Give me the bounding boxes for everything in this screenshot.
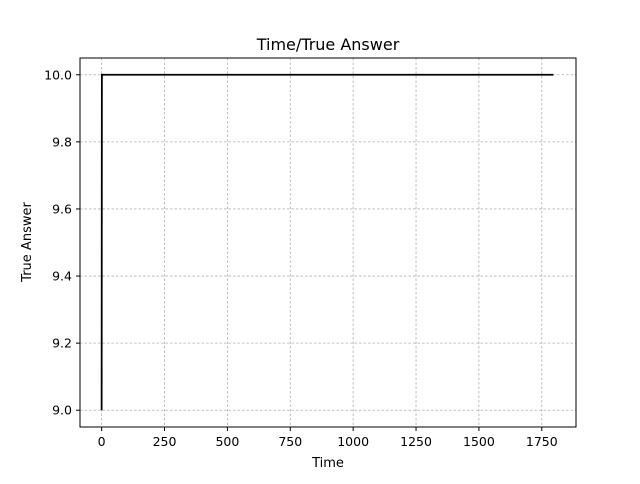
y-tick-label: 9.0: [52, 403, 72, 418]
y-tick-label: 9.4: [52, 269, 72, 284]
x-tick-label: 750: [278, 434, 302, 449]
y-tick-label: 9.6: [52, 201, 72, 216]
x-tick-label: 1000: [337, 434, 369, 449]
y-axis-label: True Answer: [20, 202, 35, 283]
y-tick-label: 9.8: [52, 134, 72, 149]
x-tick-label: 1750: [526, 434, 558, 449]
x-tick-label: 1500: [463, 434, 495, 449]
chart-title: Time/True Answer: [256, 35, 400, 54]
x-axis: 0 250 500 750 1000 1250 1500 1750: [98, 427, 558, 449]
y-tick-label: 10.0: [44, 67, 72, 82]
series-line: [100, 73, 554, 411]
x-tick-label: 1250: [400, 434, 432, 449]
x-tick-label: 500: [215, 434, 239, 449]
x-tick-label: 250: [153, 434, 177, 449]
y-tick-label: 9.2: [52, 336, 72, 351]
x-axis-label: Time: [311, 456, 344, 471]
x-tick-label: 0: [98, 434, 106, 449]
plot-frame: [79, 57, 577, 428]
series-layer: [100, 73, 554, 411]
y-axis: 9.0 9.2 9.4 9.6 9.8 10.0: [44, 67, 80, 418]
